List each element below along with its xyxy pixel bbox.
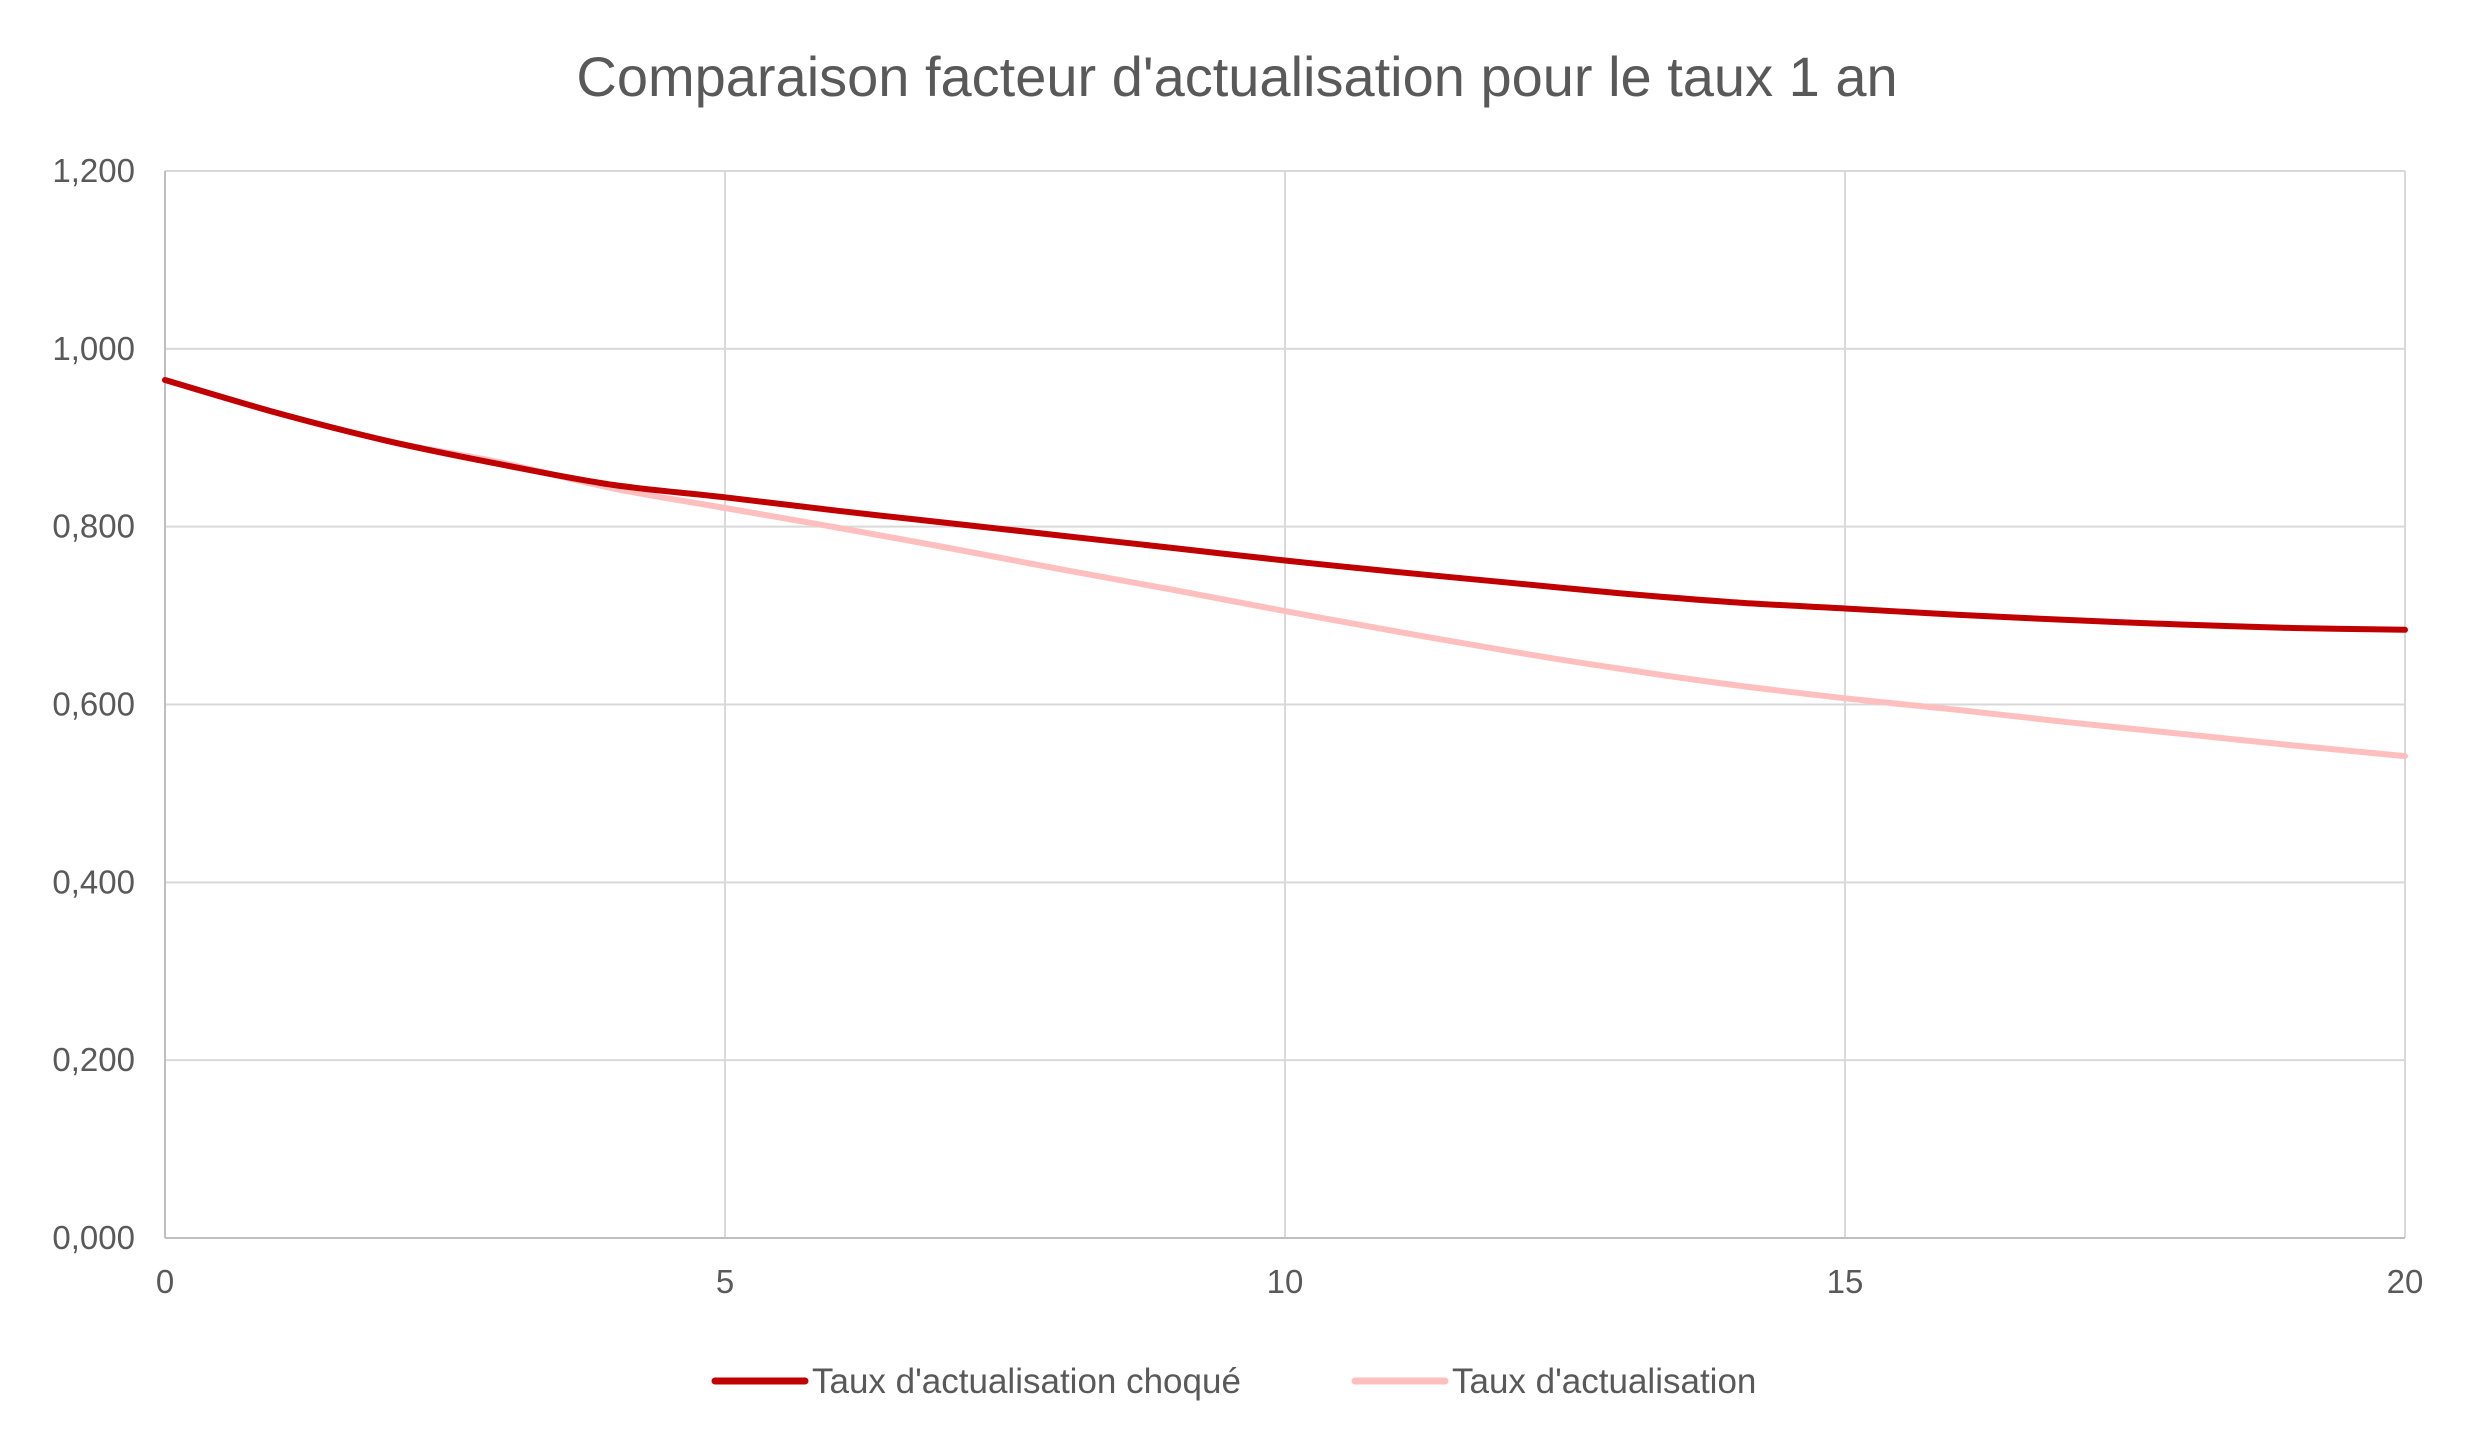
legend-label-shocked: Taux d'actualisation choqué <box>812 1362 1241 1401</box>
y-tick-label: 1,000 <box>52 330 135 367</box>
y-tick-label: 0,200 <box>52 1041 135 1078</box>
legend: Taux d'actualisation choqué Taux d'actua… <box>711 1362 1756 1401</box>
y-tick-label: 0,400 <box>52 863 135 900</box>
y-tick-label: 1,200 <box>52 152 135 189</box>
x-tick-label: 10 <box>1267 1263 1304 1300</box>
x-tick-label: 5 <box>716 1263 734 1300</box>
x-tick-label: 20 <box>2387 1263 2424 1300</box>
axes: 0,000 0,200 0,400 0,600 0,800 1,000 1,200 0 5 10 1… <box>52 152 2423 1300</box>
series-lines <box>162 377 2408 760</box>
y-tick-label: 0,600 <box>52 686 135 723</box>
chart-title: Comparaison facteur d'actualisation pour… <box>576 45 1897 108</box>
y-tick-label: 0,000 <box>52 1219 135 1256</box>
x-tick-label: 15 <box>1827 1263 1864 1300</box>
legend-entry-shocked: Taux d'actualisation choqué <box>711 1362 1241 1401</box>
legend-entry-base: Taux d'actualisation <box>1351 1362 1756 1401</box>
x-tick-label: 0 <box>156 1263 174 1300</box>
series-line-shocked <box>162 377 2408 633</box>
legend-label-base: Taux d'actualisation <box>1452 1362 1756 1401</box>
y-tick-label: 0,800 <box>52 508 135 545</box>
gridlines <box>164 170 2406 1239</box>
